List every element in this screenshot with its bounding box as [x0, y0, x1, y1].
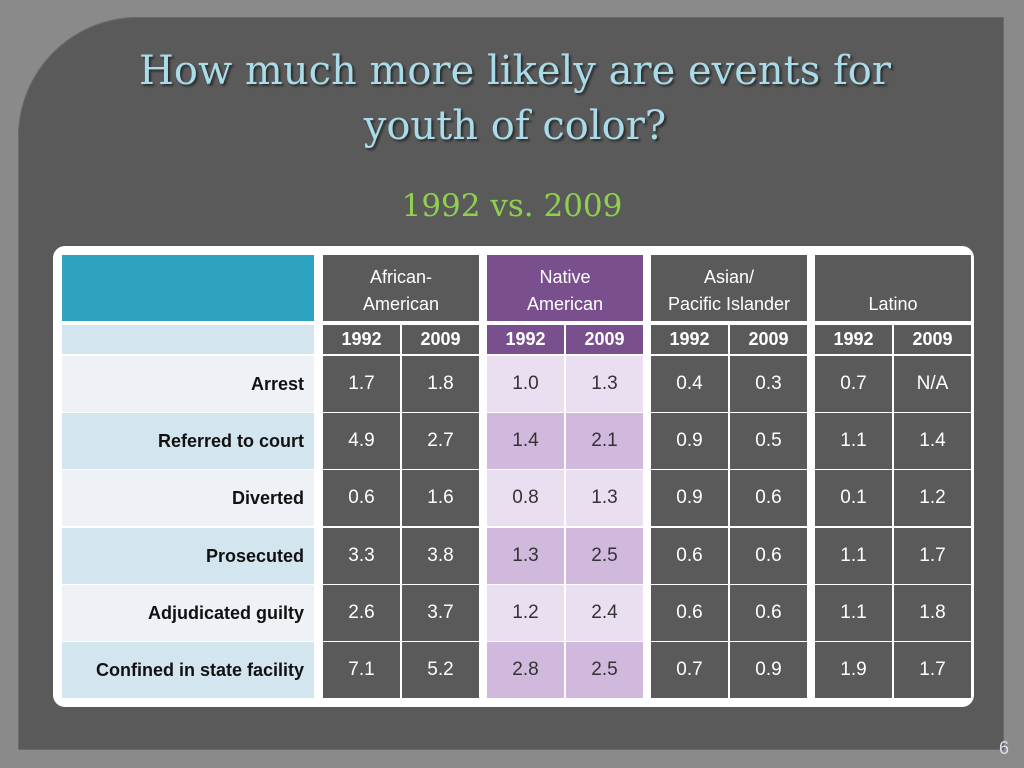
- table-cell: 5.2: [402, 642, 479, 698]
- group-header-0: African- American: [323, 255, 479, 321]
- title-line-2: youth of color?: [363, 103, 667, 149]
- year-header-cell: 2009: [566, 325, 643, 354]
- year-header-cell: 2009: [894, 325, 971, 354]
- table-cell: 1.1: [815, 585, 892, 641]
- row-label: Arrest: [62, 356, 314, 412]
- table-cell: 3.3: [323, 528, 400, 584]
- group-header-line-2: American: [526, 294, 604, 314]
- row-label: Adjudicated guilty: [62, 585, 314, 641]
- group-header-line-1: [890, 264, 895, 291]
- table-cell: 0.8: [487, 470, 564, 526]
- table-cell: 1.1: [815, 528, 892, 584]
- group-header-line-2: American: [362, 294, 440, 314]
- table-cell: 1.2: [894, 470, 971, 526]
- group-header-1: Native American: [487, 255, 643, 321]
- table-cell: 2.1: [566, 413, 643, 469]
- table-cell: 0.9: [651, 470, 728, 526]
- row-label: Referred to court: [62, 413, 314, 469]
- year-header-cell: 2009: [730, 325, 807, 354]
- table-cell: 0.9: [651, 413, 728, 469]
- year-header-cell: 2009: [402, 325, 479, 354]
- table-cell: 0.5: [730, 413, 807, 469]
- row-label: Diverted: [62, 470, 314, 526]
- table-cell: 1.7: [894, 528, 971, 584]
- table-cell: 0.7: [651, 642, 728, 698]
- table-cell: 1.7: [894, 642, 971, 698]
- table-cell: 0.3: [730, 356, 807, 412]
- table-cell: 1.9: [815, 642, 892, 698]
- table-cell: 3.8: [402, 528, 479, 584]
- group-header-3: Latino: [815, 255, 971, 321]
- table-cell: 2.8: [487, 642, 564, 698]
- table-cell: 1.3: [487, 528, 564, 584]
- table-cell: 1.6: [402, 470, 479, 526]
- year-header-cell: 1992: [487, 325, 564, 354]
- group-header-line-1: Native: [539, 267, 591, 287]
- year-header-cell: 1992: [651, 325, 728, 354]
- table-cell: 0.1: [815, 470, 892, 526]
- table-cell: 0.4: [651, 356, 728, 412]
- slide-subtitle: 1992 vs. 2009: [401, 188, 623, 224]
- table-cell: N/A: [894, 356, 971, 412]
- group-header-line-1: African-: [369, 267, 432, 287]
- table-cell: 1.7: [323, 356, 400, 412]
- row-label: Prosecuted: [62, 528, 314, 584]
- table-cell: 2.5: [566, 528, 643, 584]
- table-cell: 0.6: [730, 470, 807, 526]
- table-cell: 1.8: [402, 356, 479, 412]
- table-cell: 1.1: [815, 413, 892, 469]
- page-number: 6: [998, 738, 1009, 758]
- table-cell: 4.9: [323, 413, 400, 469]
- table-cell: 1.4: [487, 413, 564, 469]
- table-cell: 0.6: [651, 585, 728, 641]
- year-label-header-cell: [62, 325, 314, 354]
- header-corner-cell: [62, 255, 314, 321]
- table-cell: 0.6: [730, 528, 807, 584]
- table-cell: 1.3: [566, 470, 643, 526]
- table-cell: 2.5: [566, 642, 643, 698]
- table-cell: 1.2: [487, 585, 564, 641]
- table-cell: 0.7: [815, 356, 892, 412]
- group-header-line-2: Latino: [868, 294, 918, 314]
- table-cell: 0.6: [651, 528, 728, 584]
- table-cell: 1.8: [894, 585, 971, 641]
- year-header-cell: 1992: [323, 325, 400, 354]
- table-cell: 0.6: [323, 470, 400, 526]
- title-line-1: How much more likely are events for: [139, 48, 891, 94]
- slide-title: How much more likely are events for yout…: [60, 44, 970, 154]
- table-cell: 2.6: [323, 585, 400, 641]
- group-header-line-2: Pacific Islander: [667, 294, 791, 314]
- table-cell: 0.9: [730, 642, 807, 698]
- table-cell: 3.7: [402, 585, 479, 641]
- group-header-line-1: Asian/: [703, 267, 755, 287]
- table-cell: 0.6: [730, 585, 807, 641]
- table-cell: 1.4: [894, 413, 971, 469]
- data-table: African- American Native American Asian/Paci…: [53, 246, 974, 707]
- year-header-cell: 1992: [815, 325, 892, 354]
- table-cell: 1.3: [566, 356, 643, 412]
- table-cell: 7.1: [323, 642, 400, 698]
- group-header-2: Asian/Pacific Islander: [651, 255, 807, 321]
- row-label: Confined in state facility: [62, 642, 314, 698]
- table-cell: 2.7: [402, 413, 479, 469]
- table-cell: 2.4: [566, 585, 643, 641]
- table-cell: 1.0: [487, 356, 564, 412]
